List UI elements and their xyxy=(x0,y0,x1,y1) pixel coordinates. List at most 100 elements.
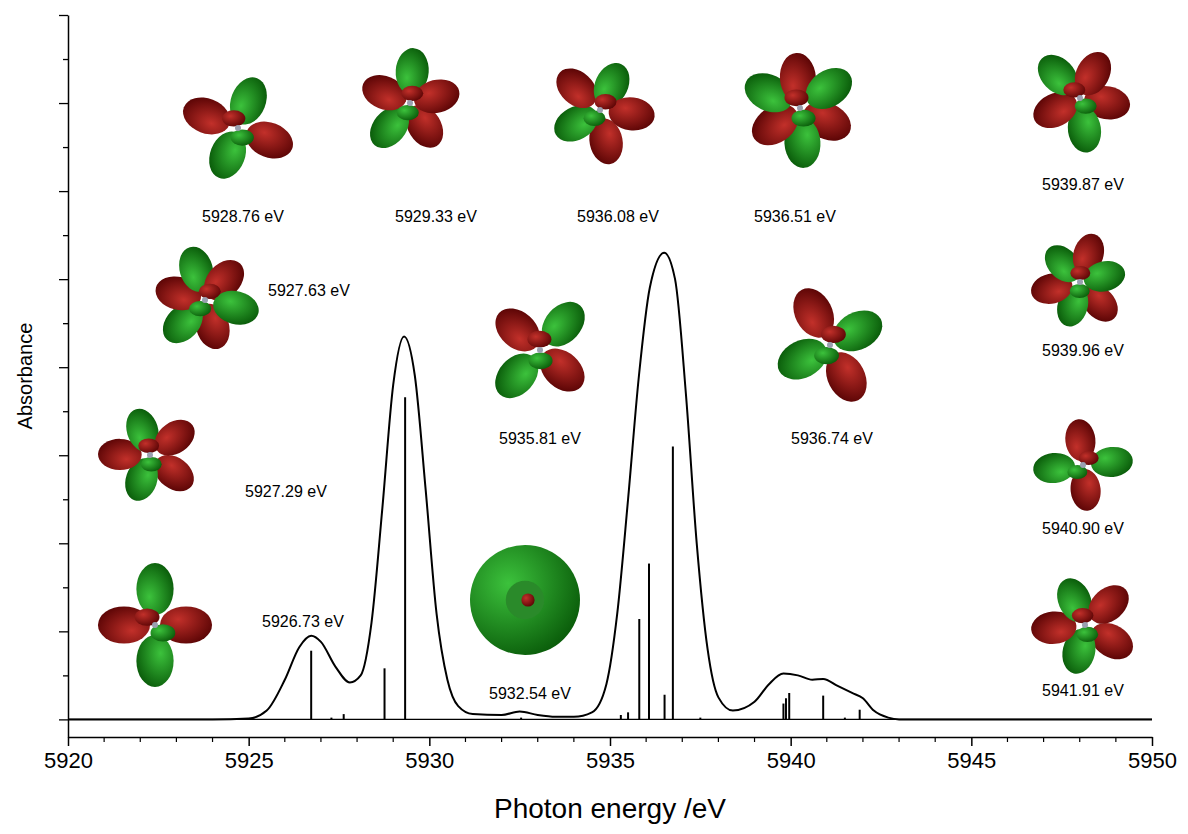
y-tick-mark xyxy=(59,543,68,544)
orbital-lobe xyxy=(141,457,162,472)
x-axis-title: Photon energy /eV xyxy=(494,793,726,824)
energy-label: 5936.74 eV xyxy=(791,430,873,447)
x-minor-tick xyxy=(898,737,899,742)
orbital-lobe xyxy=(784,89,808,106)
x-minor-tick xyxy=(826,737,827,742)
energy-label: 5936.51 eV xyxy=(754,208,836,225)
x-tick-label: 5925 xyxy=(225,748,274,773)
orbital-picture xyxy=(1028,230,1128,331)
y-tick-mark xyxy=(59,719,68,720)
energy-label: 5941.91 eV xyxy=(1042,682,1124,699)
orbital-lobe xyxy=(1072,608,1094,623)
x-minor-tick xyxy=(1115,737,1116,742)
y-tick-mark xyxy=(63,235,68,236)
metal-atom xyxy=(1077,95,1083,101)
energy-label: 5932.54 eV xyxy=(489,685,571,702)
y-tick xyxy=(59,15,68,16)
x-tick-label: 5940 xyxy=(767,748,816,773)
orbital-lobe xyxy=(1081,577,1136,631)
orbital-lobe xyxy=(1070,284,1090,298)
transition-stick xyxy=(859,710,861,720)
x-minor-tick xyxy=(356,737,357,742)
plot-marks xyxy=(68,253,1152,720)
x-axis: 5920592559305935594059455950 xyxy=(44,737,1177,773)
transition-stick xyxy=(782,704,784,720)
x-minor-tick xyxy=(393,737,394,742)
y-tick xyxy=(63,499,68,500)
y-tick-mark xyxy=(63,675,68,676)
x-tick: 5920 xyxy=(44,737,93,773)
y-tick xyxy=(63,411,68,412)
x-tick: 5935 xyxy=(586,737,635,773)
orbital-lobe xyxy=(532,340,594,400)
x-minor-tick xyxy=(718,737,719,742)
energy-label: 5935.81 eV xyxy=(499,430,581,447)
orbital-picture xyxy=(357,47,463,156)
x-tick-label: 5920 xyxy=(44,748,93,773)
transition-stick xyxy=(844,718,846,720)
energy-label: 5927.63 eV xyxy=(268,282,350,299)
orbital-lobe xyxy=(821,326,846,343)
annotations: 5926.73 eV5927.29 eV5927.63 eV5928.76 eV… xyxy=(202,176,1124,702)
x-minor-tick xyxy=(537,737,538,742)
x-tick-mark xyxy=(429,737,431,746)
energy-label: 5939.96 eV xyxy=(1042,342,1124,359)
x-tick-label: 5945 xyxy=(947,748,996,773)
x-tick: 5925 xyxy=(225,737,274,773)
x-minor-tick xyxy=(1007,737,1008,742)
energy-label: 5929.33 eV xyxy=(395,208,477,225)
x-minor-tick xyxy=(501,737,502,742)
orbital-picture xyxy=(98,563,212,687)
orbital-lobe xyxy=(189,301,211,316)
orbital-lobe xyxy=(231,129,254,145)
orbital-lobe xyxy=(814,347,839,364)
energy-label: 5939.87 eV xyxy=(1042,176,1124,193)
x-minor-tick xyxy=(284,737,285,742)
y-tick-mark xyxy=(63,59,68,60)
x-minor-tick xyxy=(862,737,863,742)
transition-stick xyxy=(699,718,701,720)
transition-stick xyxy=(520,718,522,720)
y-tick-mark xyxy=(59,191,68,192)
spectrum-line xyxy=(68,253,1152,720)
y-tick-mark xyxy=(63,587,68,588)
x-tick-label: 5950 xyxy=(1128,748,1177,773)
orbital-lobe xyxy=(136,563,173,615)
x-minor-tick xyxy=(754,737,755,742)
orbital-lobe xyxy=(798,60,860,118)
y-axis-title: Absorbance xyxy=(14,323,36,430)
transition-stick xyxy=(822,696,824,720)
orbital-lobe xyxy=(470,545,580,655)
x-tick-label: 5935 xyxy=(586,748,635,773)
y-tick-mark xyxy=(59,631,68,632)
metal-atom xyxy=(597,107,603,113)
metal-atom xyxy=(202,297,208,303)
orbital-lobe xyxy=(1075,98,1097,113)
transition-stick xyxy=(620,715,622,719)
orbital-lobe xyxy=(487,300,549,360)
x-minor-tick xyxy=(176,737,177,742)
transition-stick xyxy=(310,651,312,720)
y-tick-mark xyxy=(63,411,68,412)
orbital-lobe xyxy=(121,405,164,456)
y-tick-mark xyxy=(59,15,68,16)
orbital-lobe xyxy=(1070,266,1090,280)
transition-stick xyxy=(330,718,332,720)
transition-stick xyxy=(638,619,640,719)
metal-atom xyxy=(1080,462,1086,468)
x-tick-mark xyxy=(790,737,792,746)
energy-label: 5940.90 eV xyxy=(1042,520,1124,537)
orbital-lobe xyxy=(199,284,221,299)
orbital-picture xyxy=(470,545,580,655)
transition-stick xyxy=(404,397,406,719)
y-tick xyxy=(59,279,68,280)
orbital-lobe xyxy=(506,581,545,620)
orbital-lobe xyxy=(1051,573,1099,627)
orbital-lobe xyxy=(136,635,173,687)
orbital-lobe xyxy=(1063,82,1085,97)
orbital-lobe xyxy=(401,86,423,101)
transition-stick xyxy=(648,564,650,720)
x-tick: 5945 xyxy=(947,737,996,773)
orbital-lobe xyxy=(583,111,605,126)
metal-atom xyxy=(1082,622,1088,628)
